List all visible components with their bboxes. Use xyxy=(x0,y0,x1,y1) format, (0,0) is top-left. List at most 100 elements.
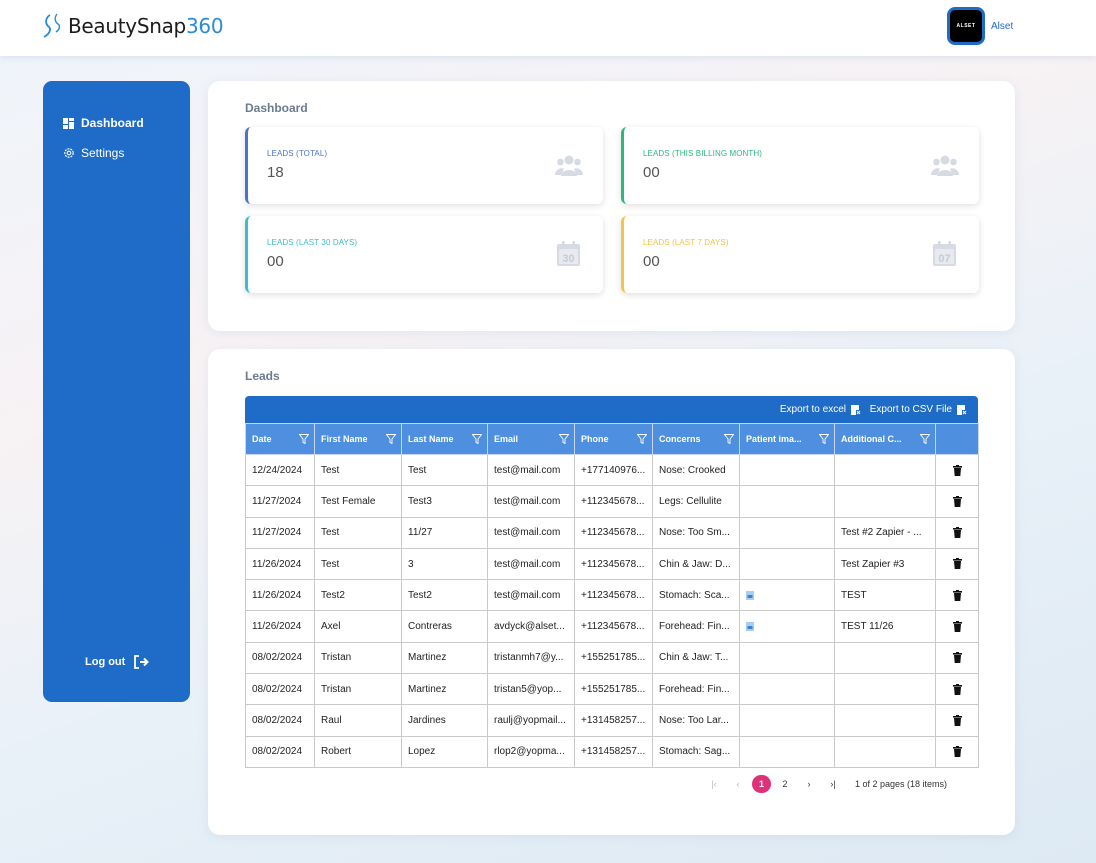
column-header-patient-images[interactable]: Patient ima... xyxy=(739,423,835,455)
cell-last-name: Martinez xyxy=(401,673,488,706)
dashboard-grid-icon xyxy=(62,117,75,130)
table-row[interactable]: 08/02/2024 Raul Jardines raulj@yopmail... +1… xyxy=(245,704,979,737)
cell-patient-images xyxy=(739,579,835,612)
column-header-label: Phone xyxy=(581,434,609,444)
export-csv-label: Export to CSV File xyxy=(869,404,952,415)
table-row[interactable]: 11/26/2024 Test2 Test2 test@mail.com +112345… xyxy=(245,579,979,612)
table-row[interactable]: 11/26/2024 Axel Contreras avdyck@alset... +1… xyxy=(245,610,979,643)
cell-first-name: Test2 xyxy=(314,579,402,612)
cell-actions xyxy=(935,547,979,581)
delete-trash-icon[interactable] xyxy=(952,683,962,695)
image-file-icon[interactable] xyxy=(746,621,754,631)
cell-last-name: Test xyxy=(401,453,488,487)
column-header-first-name[interactable]: First Name xyxy=(314,423,402,455)
table-row[interactable]: 11/27/2024 Test Female Test3 test@mail.com +… xyxy=(245,485,979,518)
column-header-phone[interactable]: Phone xyxy=(574,423,653,455)
column-header-date[interactable]: Date xyxy=(245,423,315,455)
delete-trash-icon[interactable] xyxy=(952,495,962,507)
sidebar-item-settings[interactable]: Settings xyxy=(62,146,124,160)
export-csv-button[interactable]: Export to CSV File xyxy=(870,404,967,415)
calendar-number: 30 xyxy=(562,253,574,265)
export-excel-button[interactable]: Export to excel xyxy=(780,404,861,415)
column-header-email[interactable]: Email xyxy=(487,423,575,455)
table-row[interactable]: 11/26/2024 Test 3 test@mail.com +112345678..… xyxy=(245,547,979,581)
last-page-button[interactable]: ›| xyxy=(830,779,836,789)
cell-first-name: Test xyxy=(314,453,402,487)
cell-patient-images xyxy=(739,485,835,518)
cell-last-name: Martinez xyxy=(401,641,488,675)
table-row[interactable]: 12/24/2024 Test Test test@mail.com +17714097… xyxy=(245,453,979,487)
sidebar-item-label: Settings xyxy=(81,146,125,160)
table-row[interactable]: 08/02/2024 Robert Lopez rlop2@yopma... +1314… xyxy=(245,735,979,768)
column-header-label: Concerns xyxy=(659,434,701,444)
filter-icon[interactable] xyxy=(386,434,396,444)
table-row[interactable]: 08/02/2024 Tristan Martinez tristanmh7@y...… xyxy=(245,641,979,675)
cell-date: 11/27/2024 xyxy=(245,516,315,549)
delete-trash-icon[interactable] xyxy=(952,464,962,476)
cell-email: test@mail.com xyxy=(487,453,575,487)
image-file-icon[interactable] xyxy=(746,590,754,600)
filter-icon[interactable] xyxy=(819,434,829,444)
column-header-last-name[interactable]: Last Name xyxy=(401,423,488,455)
column-header-actions xyxy=(935,423,979,455)
page-2-button[interactable]: 2 xyxy=(782,779,788,789)
delete-trash-icon[interactable] xyxy=(952,746,962,758)
filter-icon[interactable] xyxy=(559,434,569,444)
filter-icon[interactable] xyxy=(724,434,734,444)
next-page-button[interactable]: › xyxy=(807,779,811,789)
delete-trash-icon[interactable] xyxy=(952,589,962,601)
cell-additional-comments xyxy=(834,735,936,768)
cell-date: 11/26/2024 xyxy=(245,579,315,612)
avatar[interactable]: ALSET xyxy=(947,7,985,45)
cell-date: 12/24/2024 xyxy=(245,453,315,487)
sidebar-item-dashboard[interactable]: Dashboard xyxy=(62,116,144,130)
cell-email: test@mail.com xyxy=(487,579,575,612)
cell-concerns: Nose: Crooked xyxy=(652,453,740,487)
logout-label: Log out xyxy=(85,656,126,668)
cell-concerns: Forehead: Fin... xyxy=(652,673,740,706)
cell-concerns: Stomach: Sca... xyxy=(652,579,740,612)
filter-icon[interactable] xyxy=(299,434,309,444)
delete-trash-icon[interactable] xyxy=(952,714,962,726)
table-row[interactable]: 11/27/2024 Test 11/27 test@mail.com +1123456… xyxy=(245,516,979,549)
logo-number: 360 xyxy=(185,14,224,38)
first-page-button[interactable]: |‹ xyxy=(711,779,717,789)
cell-phone: +131458257... xyxy=(574,735,653,768)
table-row[interactable]: 08/02/2024 Tristan Martinez tristan5@yop...… xyxy=(245,673,979,706)
cell-date: 08/02/2024 xyxy=(245,641,315,675)
cell-actions xyxy=(935,704,979,737)
delete-trash-icon[interactable] xyxy=(952,527,962,539)
cell-first-name: Raul xyxy=(314,704,402,737)
page-1-button[interactable]: 1 xyxy=(752,775,771,793)
filter-icon[interactable] xyxy=(472,434,482,444)
delete-trash-icon[interactable] xyxy=(952,652,962,664)
cell-phone: +155251785... xyxy=(574,641,653,675)
filter-icon[interactable] xyxy=(920,434,930,444)
prev-page-button[interactable]: ‹ xyxy=(736,779,740,789)
column-header-additional-comments[interactable]: Additional C... xyxy=(834,423,936,455)
cell-date: 11/27/2024 xyxy=(245,485,315,518)
gear-icon xyxy=(62,147,75,160)
table-body: 12/24/2024 Test Test test@mail.com +17714097… xyxy=(245,453,979,768)
filter-icon[interactable] xyxy=(637,434,647,444)
cell-additional-comments xyxy=(834,673,936,706)
user-menu[interactable]: ALSET Alset xyxy=(947,7,1013,45)
app-logo[interactable]: BeautySnap360 xyxy=(42,12,224,40)
logout-button[interactable]: Log out xyxy=(85,655,150,669)
delete-trash-icon[interactable] xyxy=(952,558,962,570)
column-header-label: Last Name xyxy=(408,434,454,444)
cell-date: 08/02/2024 xyxy=(245,735,315,768)
cell-additional-comments: TEST xyxy=(834,579,936,612)
cell-additional-comments xyxy=(834,485,936,518)
cell-additional-comments xyxy=(834,453,936,487)
stat-card-leads-last-30-days: LEADS (LAST 30 DAYS) 00 30 xyxy=(245,216,603,293)
username[interactable]: Alset xyxy=(991,20,1014,32)
stat-card-label: LEADS (LAST 30 DAYS) xyxy=(267,238,358,247)
stat-card-value: 00 xyxy=(643,164,660,181)
avatar-text: ALSET xyxy=(956,23,976,29)
cell-last-name: Lopez xyxy=(401,735,488,768)
column-header-concerns[interactable]: Concerns xyxy=(652,423,740,455)
cell-first-name: Axel xyxy=(314,610,402,643)
delete-trash-icon[interactable] xyxy=(952,621,962,633)
column-header-label: Patient ima... xyxy=(746,434,802,444)
